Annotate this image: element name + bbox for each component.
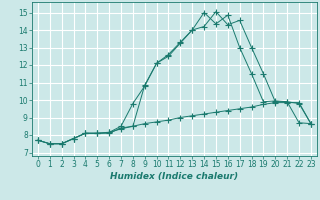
X-axis label: Humidex (Indice chaleur): Humidex (Indice chaleur) [110,172,238,181]
